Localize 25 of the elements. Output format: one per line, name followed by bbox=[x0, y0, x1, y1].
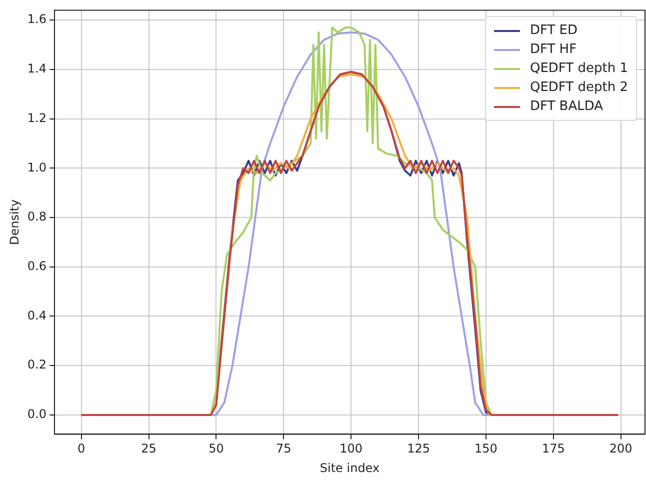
x-tick-label: 100 bbox=[340, 442, 363, 456]
x-tick-label: 0 bbox=[78, 442, 86, 456]
legend-label: QEDFT depth 1 bbox=[530, 61, 628, 76]
x-tick-label: 200 bbox=[609, 442, 632, 456]
y-axis-title: Density bbox=[7, 199, 22, 246]
y-tick-label: 1.6 bbox=[27, 12, 46, 26]
x-tick-label: 75 bbox=[276, 442, 292, 456]
x-axis-title: Site index bbox=[320, 460, 380, 475]
x-tick-label: 50 bbox=[208, 442, 224, 456]
x-tick-label: 175 bbox=[542, 442, 565, 456]
x-tick-label: 150 bbox=[474, 442, 498, 456]
y-tick-label: 0.6 bbox=[27, 258, 46, 273]
legend-label: DFT BALDA bbox=[530, 99, 604, 114]
y-tick-label: 1.2 bbox=[27, 110, 46, 125]
y-tick-label: 1.0 bbox=[27, 160, 46, 174]
y-tick-label: 0.4 bbox=[27, 308, 46, 322]
legend-label: DFT HF bbox=[530, 42, 577, 58]
x-tick-label: 125 bbox=[407, 442, 430, 456]
y-tick-label: 0.0 bbox=[27, 407, 46, 422]
legend-label: DFT ED bbox=[530, 23, 578, 38]
y-tick-label: 1.4 bbox=[27, 62, 46, 76]
legend-label: QEDFT depth 2 bbox=[530, 80, 628, 96]
y-tick-label: 0.8 bbox=[27, 210, 46, 224]
x-tick-label: 25 bbox=[141, 442, 156, 456]
y-tick-label: 0.2 bbox=[27, 358, 46, 372]
